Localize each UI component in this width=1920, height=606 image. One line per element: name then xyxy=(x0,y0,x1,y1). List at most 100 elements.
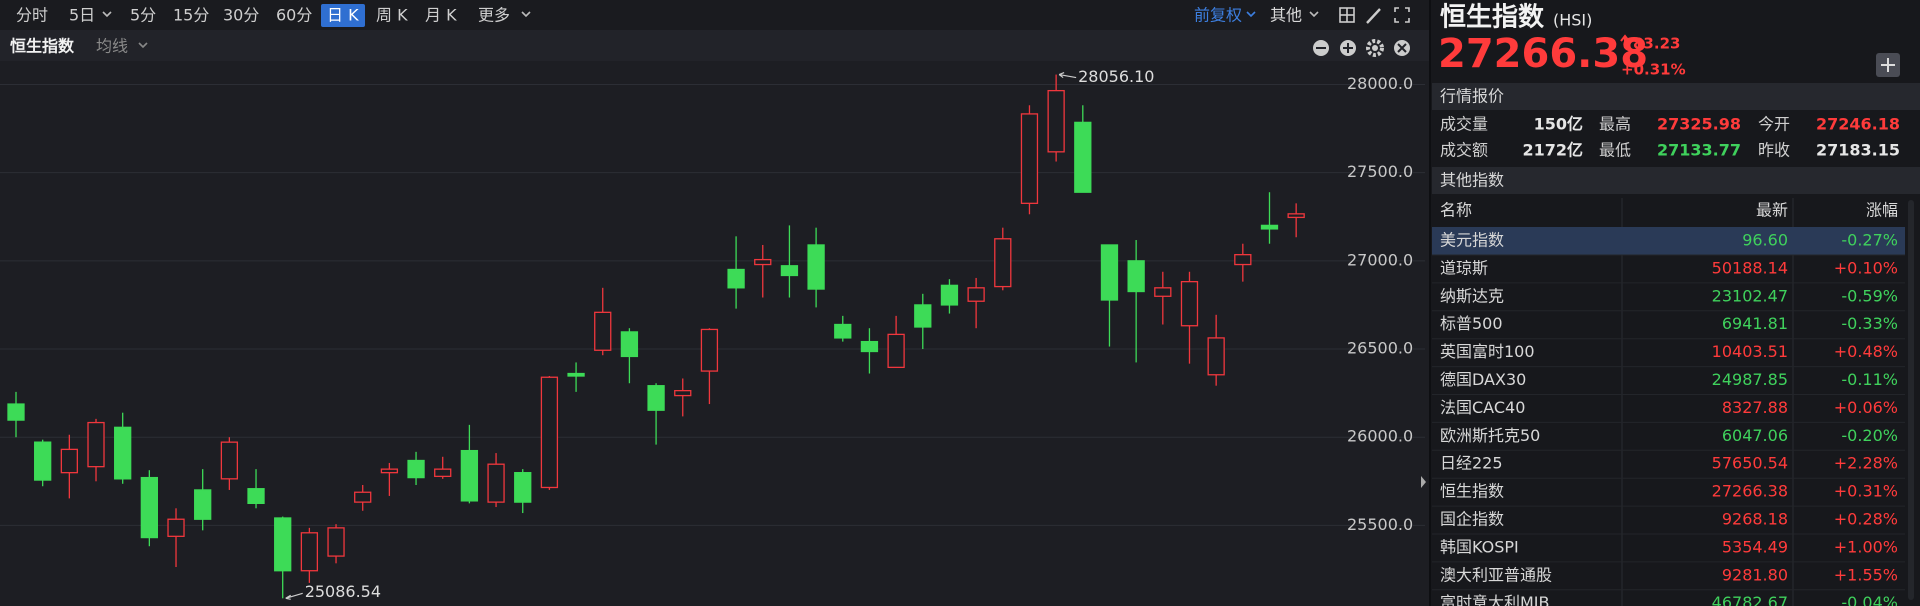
candle-body xyxy=(860,340,879,353)
section-bg xyxy=(1432,83,1920,110)
zoom-out-button[interactable] xyxy=(1313,40,1329,56)
toolbar-bg xyxy=(0,0,1430,30)
period-tab[interactable]: 15分 xyxy=(173,6,209,25)
index-value: -0.33% xyxy=(1841,314,1898,333)
quote-label: 成交量 xyxy=(1440,115,1488,134)
candle-body xyxy=(407,459,425,479)
index-name: 纳斯达克 xyxy=(1440,286,1504,305)
column-header: 名称 xyxy=(1440,201,1472,220)
candle-body xyxy=(994,238,1012,288)
candle-body xyxy=(887,333,905,369)
index-row[interactable]: 德国DAX30 24987.85 -0.11% xyxy=(1432,370,1905,395)
index-value: 27266.38 xyxy=(1712,482,1788,501)
period-tab[interactable]: 月 K xyxy=(425,6,457,25)
index-row[interactable]: 欧洲斯托克50 6047.06 -0.20% xyxy=(1432,426,1905,451)
candle-body xyxy=(300,532,319,572)
index-name: 法国CAC40 xyxy=(1440,398,1525,417)
draw-button[interactable] xyxy=(1366,8,1381,24)
candle-body xyxy=(274,517,292,572)
index-value: 96.60 xyxy=(1742,231,1788,250)
index-value: +0.06% xyxy=(1834,398,1898,417)
index-value: +0.48% xyxy=(1834,342,1898,361)
zoom-in-button[interactable] xyxy=(1340,40,1356,56)
candle-body xyxy=(834,323,852,339)
index-row[interactable]: 美元指数 96.60 -0.27% xyxy=(1432,227,1905,256)
quote-title: 恒生指数 xyxy=(1440,3,1545,33)
y-tick-label: 28000.0 xyxy=(1347,74,1413,93)
index-value: 50188.14 xyxy=(1712,258,1788,277)
candle-body xyxy=(594,311,612,351)
column-header: 最新 xyxy=(1756,201,1788,220)
y-tick-label: 27000.0 xyxy=(1347,250,1413,269)
settings-button[interactable] xyxy=(1366,39,1384,57)
fullscreen-button[interactable] xyxy=(1394,7,1410,23)
candle-body xyxy=(540,376,559,489)
candle-body xyxy=(1260,224,1279,230)
other-menu[interactable]: 其他 xyxy=(1270,6,1302,25)
period-tab[interactable]: 周 K xyxy=(376,6,408,25)
candle-body xyxy=(460,449,479,502)
quote-value: 27325.98 xyxy=(1657,115,1741,134)
active-period-bg xyxy=(321,4,365,27)
quote-label: 最低 xyxy=(1599,141,1631,160)
index-name: 美元指数 xyxy=(1440,231,1504,250)
index-name: 标普500 xyxy=(1440,314,1503,333)
quote-value: 27133.77 xyxy=(1657,141,1741,160)
index-row[interactable]: 恒生指数 27266.38 +0.31% xyxy=(1432,482,1905,507)
quote-price: 27266.38 xyxy=(1438,31,1648,77)
candle-body xyxy=(647,385,665,411)
layout-button[interactable] xyxy=(1339,7,1355,23)
period-tab[interactable]: 30分 xyxy=(223,6,259,25)
candle-body xyxy=(1020,113,1039,204)
index-name: 韩国KOSPI xyxy=(1440,537,1519,556)
period-tab[interactable]: 5日 xyxy=(69,6,95,25)
quote-label: 今开 xyxy=(1758,115,1790,134)
period-tab[interactable]: 日 K xyxy=(327,6,359,25)
candle-body xyxy=(700,328,719,372)
index-value: +2.28% xyxy=(1834,454,1898,473)
candle-body xyxy=(1154,287,1172,297)
index-row[interactable]: 法国CAC40 8327.88 +0.06% xyxy=(1432,398,1905,423)
index-row[interactable]: 富时意大利MIB 46782.67 -0.04% xyxy=(1432,593,1905,606)
period-tab[interactable]: 分时 xyxy=(16,6,48,25)
row-highlight xyxy=(1432,227,1905,255)
period-tab[interactable]: 5分 xyxy=(130,6,156,25)
dropdown-icon xyxy=(1309,11,1319,18)
candle-body xyxy=(674,389,692,397)
collapse-arrow[interactable] xyxy=(1421,476,1426,488)
quote-value: 27183.15 xyxy=(1816,141,1900,160)
candle-body xyxy=(727,268,745,289)
adjust-menu[interactable]: 前复权 xyxy=(1194,6,1242,25)
index-name: 恒生指数 xyxy=(1440,482,1504,501)
index-value: -0.27% xyxy=(1841,231,1898,250)
dropdown-icon xyxy=(1246,11,1256,18)
candle-body xyxy=(940,284,959,306)
candle-body xyxy=(1287,213,1305,219)
candle-body xyxy=(7,403,25,421)
index-name: 澳大利亚普通股 xyxy=(1440,565,1552,584)
period-tab[interactable]: 更多 xyxy=(478,6,510,25)
index-value: -0.04% xyxy=(1841,593,1898,606)
candle-body xyxy=(1207,337,1225,376)
quote-panel: 恒生指数 (HSI)27266.3883.23+0.31%行情报价成交量 150亿最… xyxy=(1432,3,1920,606)
index-row[interactable]: 日经225 57650.54 +2.28% xyxy=(1432,454,1905,479)
column-header: 涨幅 xyxy=(1866,201,1898,220)
index-name: 日经225 xyxy=(1440,454,1503,473)
close-button[interactable] xyxy=(1394,40,1410,56)
index-row[interactable]: 英国富时100 10403.51 +0.48% xyxy=(1432,342,1905,368)
index-value: 9268.18 xyxy=(1722,510,1788,529)
index-row[interactable]: 纳斯达克 23102.47 -0.59% xyxy=(1432,286,1905,312)
index-row[interactable]: 韩国KOSPI 5354.49 +1.00% xyxy=(1432,537,1905,563)
add-icon xyxy=(1881,58,1895,72)
period-tab[interactable]: 60分 xyxy=(276,6,312,25)
indicator-menu[interactable]: 均线 xyxy=(96,37,128,56)
index-name: 英国富时100 xyxy=(1440,342,1535,361)
index-row[interactable]: 道琼斯 50188.14 +0.10% xyxy=(1432,258,1905,284)
index-value: 5354.49 xyxy=(1722,537,1788,556)
index-row[interactable]: 国企指数 9268.18 +0.28% xyxy=(1432,510,1905,535)
y-tick-label: 25500.0 xyxy=(1347,515,1413,534)
scrollbar xyxy=(1908,200,1914,600)
index-row[interactable]: 标普500 6941.81 -0.33% xyxy=(1432,314,1905,340)
index-row[interactable]: 澳大利亚普通股 9281.80 +1.55% xyxy=(1432,565,1905,591)
candle-body xyxy=(34,441,52,481)
